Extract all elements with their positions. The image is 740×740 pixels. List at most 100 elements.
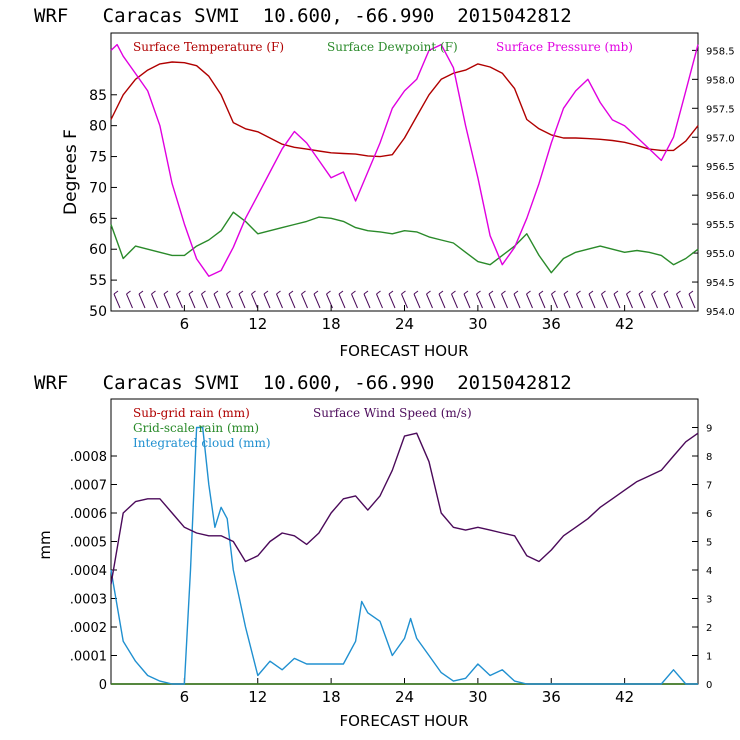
top-x-tick-label: 18 [322, 315, 341, 333]
bottom-chart-title: WRF Caracas SVMI 10.600, -66.990 2015042… [34, 372, 572, 394]
wind-barb-flag [126, 290, 131, 295]
wind-barb [438, 293, 446, 309]
top-y-tick-label: 80 [89, 119, 107, 135]
wind-barb [376, 293, 383, 309]
top-y-tick-label: 65 [89, 211, 107, 227]
bottom-y2-tick-label: 4 [706, 566, 712, 577]
wind-barb [138, 293, 146, 309]
wind-barb [351, 293, 358, 309]
wind-barb [576, 293, 583, 309]
wind-barb [688, 293, 696, 309]
wind-barb-flag [176, 290, 181, 295]
bottom-y2-tick-label: 3 [706, 595, 712, 606]
wind-barb-flag [338, 290, 344, 295]
bottom-y-axis: 0 .0001 .0002 .0003 .0004 .0005 .0006 .0007 .000… [70, 450, 117, 693]
series-line-surface-pressure [110, 43, 699, 277]
bottom-y2-tick-label: 2 [706, 623, 712, 634]
wind-barb [151, 293, 158, 309]
top-y2-tick-label: 958.5 [706, 46, 735, 57]
bottom-y-tick-label: .0006 [70, 507, 107, 522]
top-y2-tick-label: 954.5 [706, 278, 735, 289]
wind-barb [213, 293, 221, 309]
wind-barb-flag [588, 290, 594, 295]
wind-barb [238, 293, 246, 309]
bottom-x-tick-label: 42 [615, 688, 634, 706]
legend-surface-pressure: Surface Pressure (mb) [496, 40, 633, 54]
legend-surface-temperature: Surface Temperature (F) [133, 40, 284, 54]
top-y-tick-label: 85 [89, 88, 107, 104]
wind-barb [476, 293, 483, 309]
bottom-y-tick-label: .0001 [70, 650, 107, 665]
top-y-tick-label: 55 [89, 273, 107, 289]
wind-barb-flag [301, 290, 306, 295]
top-x-tick-label: 36 [542, 315, 561, 333]
legend-integrated-cloud: Integrated cloud (mm) [133, 436, 271, 450]
wind-barb-flag [463, 290, 469, 295]
wind-barb [626, 293, 633, 309]
wind-barb [663, 293, 671, 309]
top-y-tick-label: 60 [89, 242, 107, 258]
bottom-y2-axis: 0 1 2 3 4 5 6 7 8 9 [692, 424, 712, 691]
wind-barb [263, 293, 271, 309]
wind-barb-flag [313, 290, 319, 295]
wind-barb-flag [563, 290, 569, 295]
top-y2-tick-label: 957.0 [706, 133, 735, 144]
top-y2-tick-label: 955.5 [706, 220, 735, 231]
top-y-axis: 50 55 60 65 70 75 80 85 [89, 88, 117, 320]
bottom-y-tick-label: .0005 [70, 536, 107, 551]
top-x-tick-label: 6 [180, 315, 190, 333]
wind-barb-flag [188, 290, 194, 295]
wind-barb-flag [513, 290, 519, 295]
wind-barb [651, 293, 658, 309]
wind-barb [488, 293, 496, 309]
bottom-y-axis-label: mm [36, 530, 54, 559]
wind-barb-flag [388, 290, 394, 295]
wind-barb-flag [326, 290, 331, 295]
wind-barb-flag [201, 290, 206, 295]
bottom-legend: Sub-grid rain (mm) Grid-scale rain (mm) … [133, 406, 472, 450]
wind-barb [126, 293, 133, 309]
wind-barb [526, 293, 533, 309]
bottom-y2-tick-label: 6 [706, 509, 712, 520]
top-plot-frame [110, 32, 699, 312]
top-y2-tick-label: 957.5 [706, 104, 735, 115]
wind-barb-flag [663, 290, 669, 295]
top-y2-tick-label: 955.0 [706, 249, 735, 260]
wind-barb-flag [626, 290, 631, 295]
legend-gridscale-rain: Grid-scale rain (mm) [133, 421, 259, 435]
wind-barb-flag [501, 290, 506, 295]
series-line-surface-temperature [110, 61, 699, 158]
wind-barb [401, 293, 408, 309]
wind-barb-flag [263, 290, 269, 295]
wind-barb-flag [426, 290, 431, 295]
wind-barb-flag [651, 290, 656, 295]
top-legend: Surface Temperature (F) Surface Dewpoint… [133, 40, 633, 54]
legend-surface-wind-speed: Surface Wind Speed (m/s) [313, 406, 472, 420]
bottom-y2-tick-label: 5 [706, 538, 712, 549]
top-x-axis: 6 12 18 24 30 36 42 [180, 305, 634, 333]
wind-barb [463, 293, 471, 309]
wind-barb-flag [151, 290, 156, 295]
wind-barb [188, 293, 196, 309]
wind-barb [538, 293, 546, 309]
wind-barb-flag [576, 290, 581, 295]
top-x-axis-label: FORECAST HOUR [339, 342, 468, 360]
bottom-y2-tick-label: 0 [706, 680, 712, 691]
wind-barb [363, 293, 371, 309]
bottom-x-tick-label: 18 [322, 688, 341, 706]
wind-barb-flag [138, 290, 144, 295]
bottom-y2-tick-label: 7 [706, 481, 712, 492]
wind-barb-flag [351, 290, 356, 295]
bottom-x-tick-label: 30 [468, 688, 487, 706]
wind-barb-flag [688, 290, 694, 295]
wind-barb-flag [238, 290, 244, 295]
top-y-tick-label: 75 [89, 150, 107, 166]
wind-barbs [113, 290, 696, 309]
top-x-tick-label: 42 [615, 315, 634, 333]
wind-barb-flag [401, 290, 406, 295]
bottom-y-tick-label: .0003 [70, 593, 107, 608]
bottom-y-tick-label: .0008 [70, 450, 107, 465]
wind-barb-flag [538, 290, 544, 295]
top-y-axis-label: Degrees F [61, 129, 81, 215]
top-y2-tick-label: 954.0 [706, 307, 735, 318]
